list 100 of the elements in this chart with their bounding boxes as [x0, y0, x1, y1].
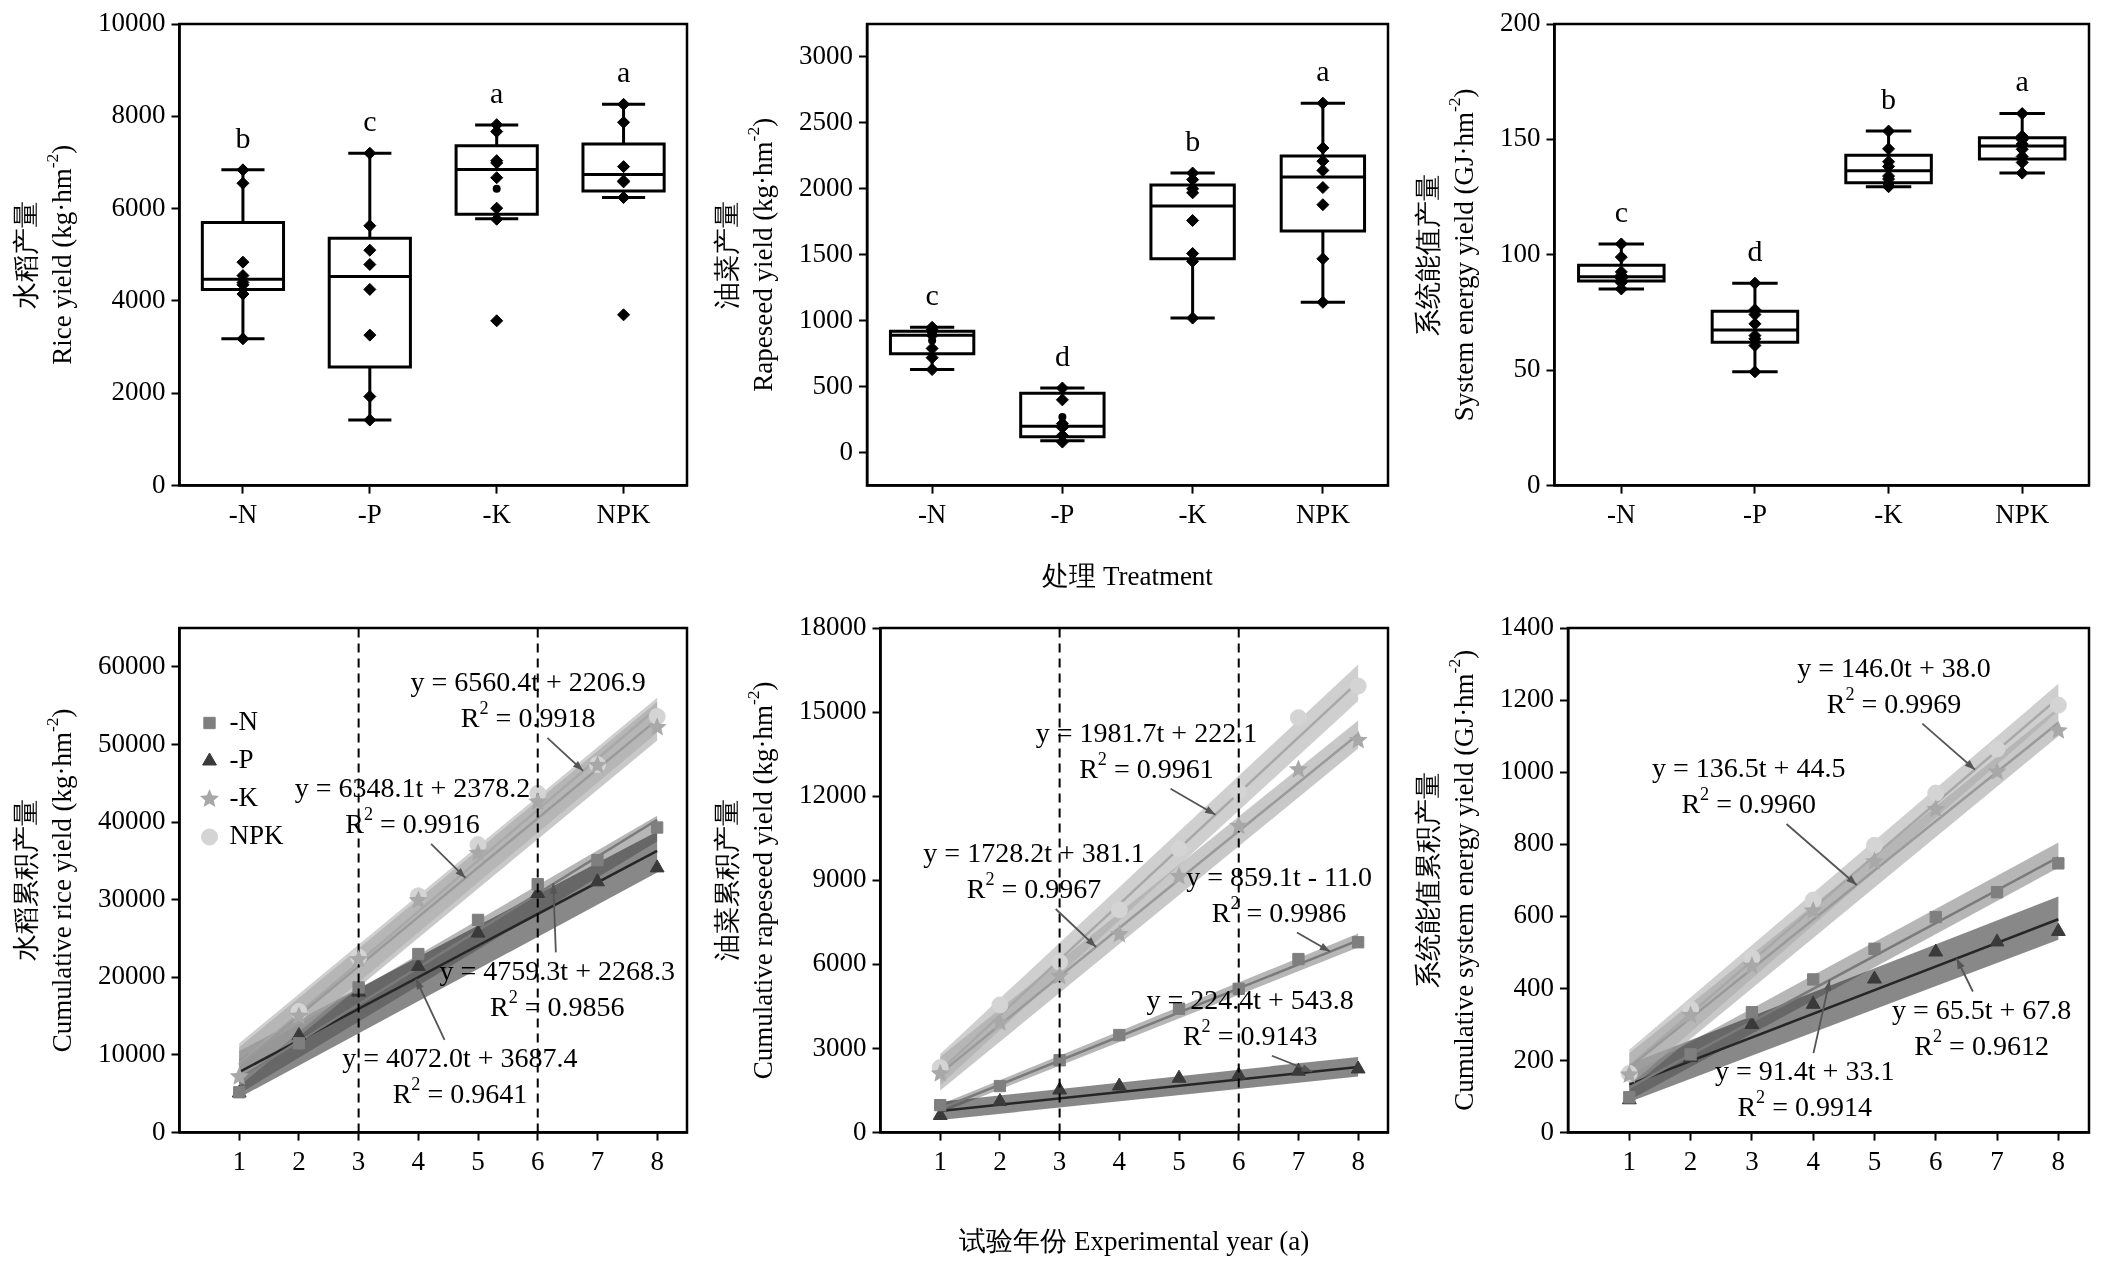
annotation: a: [490, 75, 504, 109]
y-tick-label: 10000: [98, 7, 166, 38]
x-tick-label: 2: [1683, 1145, 1698, 1176]
y-tick-label: 0: [152, 468, 166, 499]
y-axis-title: 水稻产量 Rice yield (kg·hm-2): [11, 144, 78, 365]
x-tick-label: 5: [471, 1145, 485, 1176]
y-axis-title: 系统能值累积产量 Cumulative system energy yield (GJ·hm-2): [1413, 649, 1480, 1111]
y-tick-label: 12000: [799, 779, 867, 810]
y-tick-label: 1500: [799, 237, 853, 268]
x-tick-label: -P: [1742, 498, 1767, 529]
y-tick-label: 800: [1513, 827, 1554, 858]
x-tick-label: -K: [1874, 498, 1904, 529]
y-tick-label: 0: [853, 1115, 867, 1146]
y-tick-label: 3000: [812, 1031, 867, 1062]
x-tick-label: 2: [993, 1145, 1007, 1176]
annotation: c: [363, 104, 377, 138]
annotation: d: [1747, 234, 1763, 268]
annotation: c: [1614, 194, 1628, 228]
y-axis-title: 水稻累积产量 Cumulative rice yield (kg·hm-2): [11, 708, 78, 1053]
y-axis-title: 系统能值产量 System energy yield (GJ·hm-2): [1413, 88, 1480, 422]
x-tick-label: -K: [1178, 498, 1208, 529]
x-tick-label: NPK: [596, 498, 652, 529]
x-tick-label: NPK: [1995, 498, 2050, 529]
y-tick-label: 18000: [799, 611, 867, 642]
annotation: a: [2015, 64, 2029, 98]
x-tick-label: 8: [1351, 1145, 1365, 1176]
y-tick-label: 2000: [111, 376, 166, 407]
y-tick-label: 50: [1513, 353, 1541, 384]
annotation: b: [1881, 81, 1897, 115]
y-tick-label: 9000: [812, 863, 867, 894]
y-tick-label: 6000: [812, 947, 867, 978]
x-tick-label: 8: [2051, 1145, 2066, 1176]
y-tick-label: 200: [1500, 7, 1541, 38]
y-tick-label: 40000: [98, 805, 166, 836]
annotation: d: [1054, 338, 1070, 372]
x-tick-label: -P: [357, 498, 382, 529]
annotation: a: [1316, 54, 1330, 88]
y-tick-label: 15000: [799, 695, 867, 726]
x-tick-label: 3: [1745, 1145, 1759, 1176]
x-tick-label: NPK: [1295, 498, 1351, 529]
legend-label: NPK: [229, 820, 285, 851]
y-tick-label: 0: [1540, 1115, 1554, 1146]
y-tick-label: 0: [1527, 468, 1541, 499]
x-tick-label: 4: [1806, 1145, 1821, 1176]
x-tick-label: 4: [411, 1145, 426, 1176]
x-tick-label: -N: [917, 498, 947, 529]
y-tick-label: 8000: [111, 99, 166, 130]
y-tick-label: 100: [1500, 237, 1541, 268]
x-tick-label: -P: [1050, 498, 1075, 529]
x-tick-label: 8: [650, 1145, 664, 1176]
x-tick-label: 7: [1990, 1145, 2004, 1176]
x-tick-label: 1: [1622, 1145, 1637, 1176]
y-tick-label: 0: [839, 435, 853, 466]
x-tick-label: -N: [1607, 498, 1636, 529]
y-tick-label: 6000: [111, 191, 166, 222]
legend-label: -N: [229, 706, 258, 737]
y-tick-label: 30000: [98, 882, 166, 913]
x-tick-label: 7: [1291, 1145, 1306, 1176]
x-tick-label: 4: [1112, 1145, 1127, 1176]
y-axis-title: 油菜累积产量 Cumulative rapeseed yield (kg·hm-2): [712, 681, 779, 1080]
x-tick-label: 5: [1867, 1145, 1882, 1176]
x-tick-label: 3: [1052, 1145, 1067, 1176]
x-tick-label: 6: [1231, 1145, 1246, 1176]
y-tick-label: 200: [1513, 1043, 1554, 1074]
y-tick-label: 50000: [98, 727, 166, 758]
y-tick-label: 10000: [98, 1038, 166, 1069]
legend-label: -K: [229, 782, 259, 813]
x-axis-title: 试验年份 Experimental year (a): [959, 1226, 1310, 1257]
x-tick-label: -K: [482, 498, 512, 529]
x-tick-label: 2: [292, 1145, 306, 1176]
y-tick-label: 400: [1513, 971, 1554, 1002]
x-tick-label: 7: [590, 1145, 605, 1176]
y-tick-label: 3000: [799, 40, 853, 71]
y-tick-label: 1000: [1500, 755, 1554, 786]
y-axis-title: 油菜产量 Rapeseed yield (kg·hm-2): [712, 117, 779, 392]
legend-label: -P: [229, 744, 254, 775]
y-tick-label: 500: [812, 369, 853, 400]
y-tick-label: 2500: [799, 106, 853, 137]
x-tick-label: 1: [232, 1145, 246, 1176]
annotation: a: [616, 55, 631, 89]
y-tick-label: 1400: [1500, 611, 1554, 642]
y-tick-label: 20000: [98, 960, 166, 991]
annotation: b: [235, 120, 251, 154]
x-tick-label: 6: [530, 1145, 545, 1176]
y-tick-label: 150: [1500, 122, 1541, 153]
y-tick-label: 1200: [1500, 683, 1554, 714]
annotation: b: [1185, 123, 1201, 157]
y-tick-label: 600: [1513, 899, 1554, 930]
y-tick-label: 4000: [111, 284, 166, 315]
annotation: c: [925, 278, 939, 312]
x-tick-label: 6: [1929, 1145, 1943, 1176]
x-tick-label: 1: [933, 1145, 947, 1176]
x-tick-label: 5: [1172, 1145, 1186, 1176]
x-axis-title: 处理 Treatment: [1042, 561, 1214, 592]
y-tick-label: 60000: [98, 649, 166, 680]
y-tick-label: 2000: [799, 171, 853, 202]
x-tick-label: -N: [228, 498, 258, 529]
y-tick-label: 1000: [799, 303, 853, 334]
y-tick-label: 0: [152, 1115, 166, 1146]
x-tick-label: 3: [351, 1145, 366, 1176]
